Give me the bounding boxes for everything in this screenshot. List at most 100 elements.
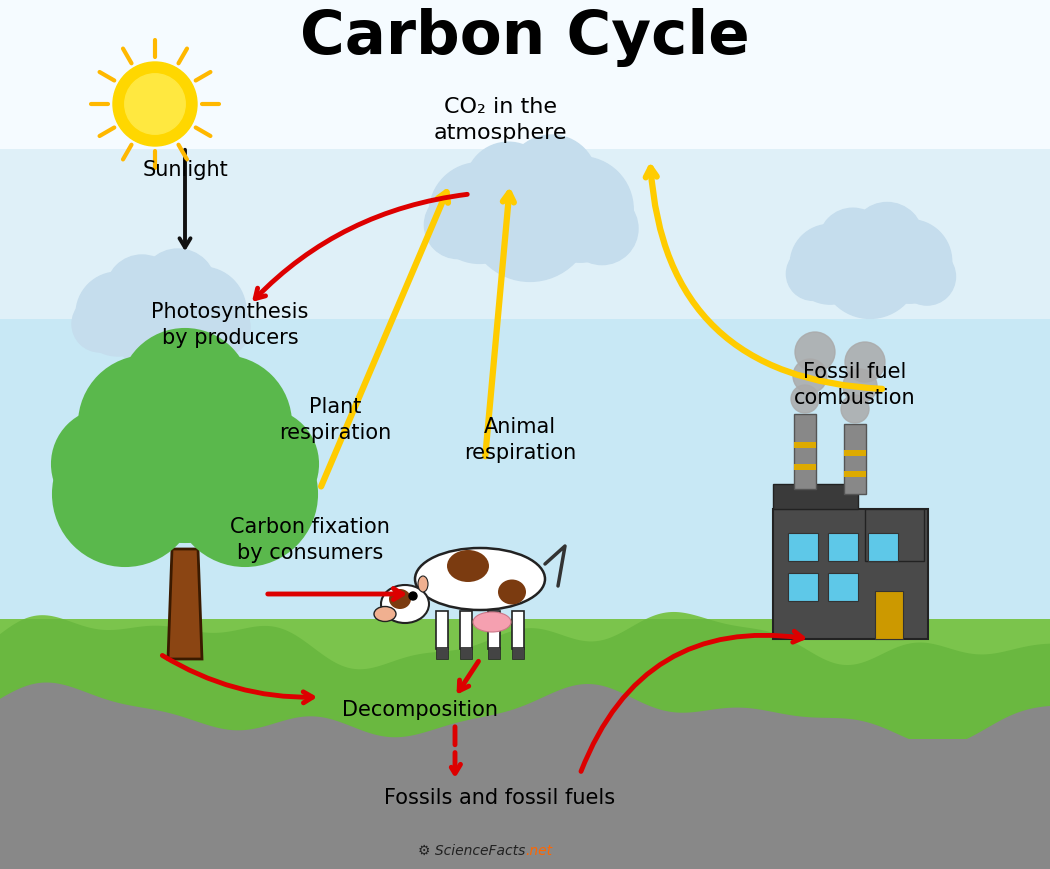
Bar [0, 799, 1050, 869]
Ellipse shape [447, 550, 489, 582]
Circle shape [76, 273, 160, 356]
FancyArrowPatch shape [485, 194, 513, 457]
Circle shape [140, 249, 216, 326]
Circle shape [190, 298, 250, 357]
Circle shape [424, 192, 491, 259]
FancyArrowPatch shape [646, 169, 882, 389]
Text: Carbon fixation
by consumers: Carbon fixation by consumers [230, 516, 390, 562]
Circle shape [155, 356, 291, 493]
FancyArrowPatch shape [180, 150, 190, 249]
Bar [794, 415, 816, 489]
Circle shape [791, 386, 819, 414]
Circle shape [868, 221, 951, 304]
Bar [844, 471, 866, 477]
Circle shape [795, 333, 835, 373]
Bar [0, 0, 1050, 689]
Text: Sunlight: Sunlight [142, 160, 228, 180]
Ellipse shape [388, 589, 411, 609]
Circle shape [410, 593, 417, 600]
FancyArrowPatch shape [581, 632, 802, 772]
Circle shape [821, 221, 920, 319]
Ellipse shape [415, 548, 545, 610]
Circle shape [429, 163, 530, 264]
Bar [875, 591, 903, 640]
Bar [488, 647, 500, 660]
Circle shape [819, 209, 887, 277]
FancyArrowPatch shape [449, 727, 461, 773]
Circle shape [208, 409, 318, 520]
Ellipse shape [374, 607, 396, 622]
Circle shape [845, 342, 885, 382]
Circle shape [899, 249, 956, 306]
Bar [460, 647, 472, 660]
Text: Photosynthesis
by producers: Photosynthesis by producers [151, 302, 309, 348]
Bar [844, 425, 866, 494]
Text: Plant
respiration: Plant respiration [279, 396, 391, 442]
Circle shape [79, 356, 215, 493]
Bar [794, 465, 816, 471]
Circle shape [841, 395, 869, 423]
Circle shape [465, 143, 551, 229]
Circle shape [527, 157, 633, 263]
Polygon shape [0, 613, 1050, 669]
Bar [865, 509, 924, 561]
Circle shape [106, 255, 178, 328]
Bar [828, 574, 858, 601]
Circle shape [793, 360, 827, 394]
Text: Animal
respiration: Animal respiration [464, 416, 576, 462]
Circle shape [52, 422, 197, 567]
Circle shape [850, 203, 923, 275]
Circle shape [173, 422, 317, 567]
Ellipse shape [472, 613, 511, 633]
Bar [794, 442, 816, 448]
Bar [0, 0, 1050, 149]
Bar [512, 611, 524, 649]
Circle shape [113, 63, 197, 147]
Circle shape [791, 225, 870, 305]
Bar [512, 647, 524, 660]
Bar [488, 611, 500, 649]
Bar [788, 534, 818, 561]
Bar [773, 509, 927, 640]
Bar [828, 534, 858, 561]
FancyArrowPatch shape [459, 661, 479, 691]
Circle shape [108, 268, 212, 372]
Bar [436, 611, 448, 649]
Ellipse shape [418, 576, 428, 593]
Text: Decomposition: Decomposition [342, 700, 498, 720]
Circle shape [843, 369, 877, 403]
Circle shape [506, 136, 597, 227]
Bar [868, 534, 898, 561]
FancyArrowPatch shape [268, 589, 402, 600]
FancyArrowPatch shape [255, 196, 467, 299]
Bar [788, 574, 818, 601]
Circle shape [72, 296, 128, 353]
Bar [0, 620, 1050, 869]
Bar [460, 611, 472, 649]
Polygon shape [423, 587, 427, 616]
Circle shape [566, 194, 638, 265]
Circle shape [97, 367, 273, 542]
Polygon shape [0, 683, 1050, 869]
Bar [773, 484, 858, 509]
FancyArrowPatch shape [163, 656, 313, 703]
Bar [0, 0, 1050, 320]
Circle shape [467, 157, 592, 282]
FancyArrowPatch shape [321, 193, 448, 487]
Circle shape [52, 409, 162, 520]
Text: ⚙ ScienceFacts: ⚙ ScienceFacts [418, 843, 525, 857]
Text: Fossil fuel
combustion: Fossil fuel combustion [794, 362, 916, 408]
Circle shape [125, 75, 185, 135]
Polygon shape [168, 549, 202, 660]
Ellipse shape [498, 580, 526, 605]
Circle shape [786, 248, 840, 301]
Text: CO₂ in the
atmosphere: CO₂ in the atmosphere [434, 96, 567, 143]
Bar [0, 740, 1050, 869]
Text: Fossils and fossil fuels: Fossils and fossil fuels [384, 787, 615, 807]
Bar [844, 450, 866, 456]
Circle shape [158, 268, 246, 355]
Circle shape [120, 329, 250, 460]
Ellipse shape [381, 586, 429, 623]
Text: Carbon Cycle: Carbon Cycle [300, 8, 750, 67]
Bar [436, 647, 448, 660]
